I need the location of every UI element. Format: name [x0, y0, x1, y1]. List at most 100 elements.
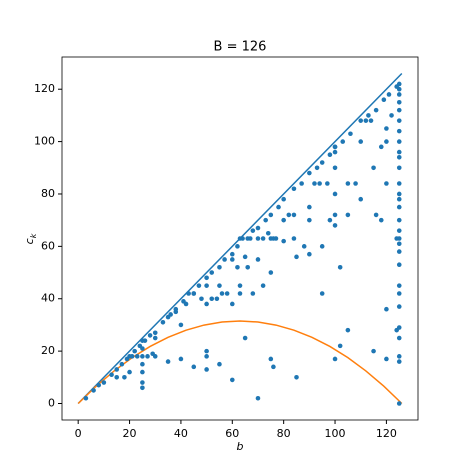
point — [396, 128, 402, 134]
point — [101, 380, 107, 385]
point — [381, 97, 387, 102]
point — [332, 212, 338, 218]
point — [96, 382, 102, 388]
point — [301, 244, 307, 249]
point — [140, 338, 145, 343]
point — [186, 291, 191, 296]
point — [378, 217, 384, 223]
point — [299, 181, 304, 186]
point — [229, 377, 235, 383]
point — [222, 257, 227, 262]
point — [268, 270, 274, 275]
point — [384, 181, 389, 186]
point — [114, 367, 120, 372]
point — [312, 181, 317, 186]
point — [291, 236, 297, 241]
point — [245, 265, 251, 270]
point — [140, 369, 145, 375]
point — [214, 296, 220, 302]
point — [386, 92, 392, 97]
point — [281, 238, 286, 244]
point — [332, 191, 338, 197]
y-tick-label: 80 — [41, 187, 55, 200]
point — [396, 139, 402, 144]
point — [307, 217, 312, 223]
point — [217, 361, 222, 367]
point — [345, 327, 351, 333]
point — [307, 251, 312, 257]
point — [191, 364, 197, 370]
point — [384, 126, 389, 131]
point — [250, 291, 256, 296]
point — [217, 283, 222, 288]
point — [396, 149, 402, 155]
point — [204, 367, 209, 372]
point — [396, 86, 402, 92]
point — [396, 92, 402, 97]
point — [140, 361, 145, 367]
point — [396, 291, 402, 296]
point — [204, 275, 209, 281]
point — [237, 283, 243, 288]
point — [268, 356, 274, 362]
point — [219, 291, 225, 296]
point — [319, 291, 325, 296]
point — [396, 204, 402, 210]
point — [196, 283, 202, 288]
point — [145, 354, 150, 359]
line — [77, 320, 403, 405]
point — [332, 144, 338, 150]
point — [237, 291, 243, 296]
point — [237, 236, 243, 241]
point — [165, 359, 171, 364]
point — [242, 335, 248, 341]
point — [250, 228, 256, 233]
point — [247, 236, 253, 241]
point — [255, 257, 261, 262]
point — [122, 375, 127, 380]
point — [319, 244, 325, 249]
point — [183, 301, 189, 307]
point — [291, 186, 297, 192]
point — [327, 217, 333, 223]
point — [165, 314, 171, 320]
point — [396, 228, 402, 233]
point — [129, 354, 135, 359]
point — [314, 165, 320, 171]
point — [396, 107, 402, 113]
point — [281, 196, 286, 202]
point — [396, 325, 402, 330]
point — [268, 212, 274, 218]
point — [371, 348, 376, 354]
point — [255, 395, 261, 401]
point — [229, 251, 235, 257]
point — [396, 249, 402, 254]
point — [396, 283, 402, 288]
point — [396, 165, 402, 171]
point — [294, 375, 299, 380]
point — [229, 301, 235, 307]
point — [255, 236, 261, 241]
point — [396, 359, 402, 364]
point — [348, 131, 353, 137]
point — [358, 118, 364, 123]
point — [396, 191, 402, 197]
point — [271, 364, 276, 370]
point — [363, 118, 369, 123]
point — [353, 181, 358, 186]
point — [114, 375, 120, 380]
point — [140, 380, 145, 385]
point — [127, 369, 132, 375]
point — [140, 354, 145, 359]
point — [396, 100, 402, 105]
point — [291, 212, 297, 218]
y-tick-label: 60 — [41, 239, 55, 252]
point — [224, 291, 230, 296]
point — [235, 244, 240, 249]
point — [319, 160, 325, 165]
point — [199, 296, 204, 302]
y-tick-label: 100 — [34, 135, 55, 148]
point — [132, 348, 137, 354]
point — [109, 372, 114, 377]
